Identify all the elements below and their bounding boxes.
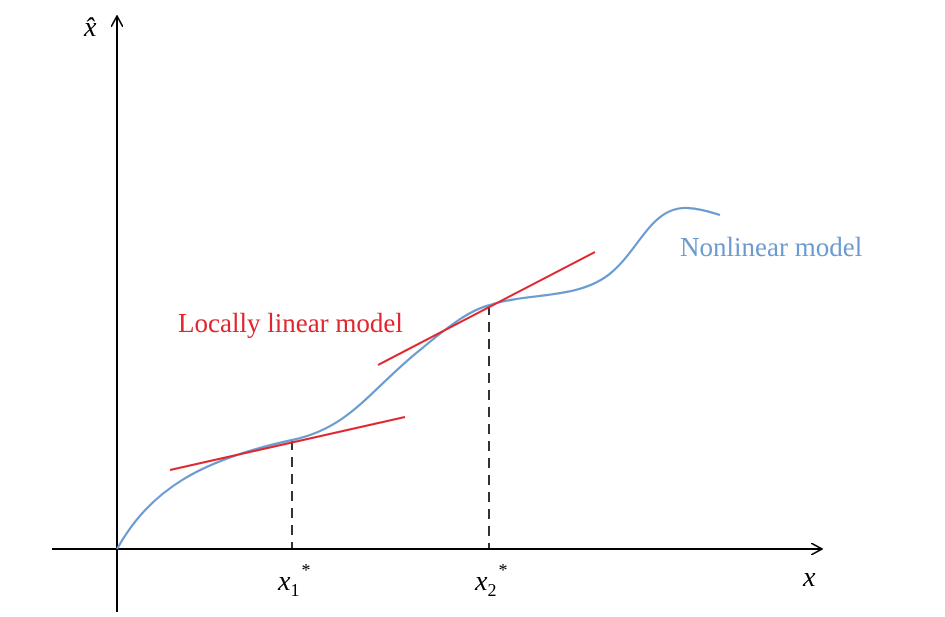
nonlinear-curve bbox=[116, 206, 721, 550]
point-label: x2* bbox=[474, 560, 507, 600]
point-label: x1* bbox=[277, 560, 310, 600]
point-sub: 1 bbox=[290, 580, 299, 600]
point-sup: * bbox=[301, 560, 310, 580]
y-axis-label: x̂ bbox=[83, 12, 97, 43]
tangent-line bbox=[377, 251, 596, 366]
nonlinear-model-label: Nonlinear model bbox=[680, 232, 862, 262]
x-axis-label: x bbox=[802, 562, 816, 593]
tangent-line bbox=[169, 416, 406, 471]
point-base: x bbox=[277, 566, 291, 597]
point-sub: 2 bbox=[487, 580, 496, 600]
point-base: x bbox=[474, 566, 488, 597]
point-sup: * bbox=[498, 560, 507, 580]
local-model-label: Locally linear model bbox=[178, 308, 403, 338]
